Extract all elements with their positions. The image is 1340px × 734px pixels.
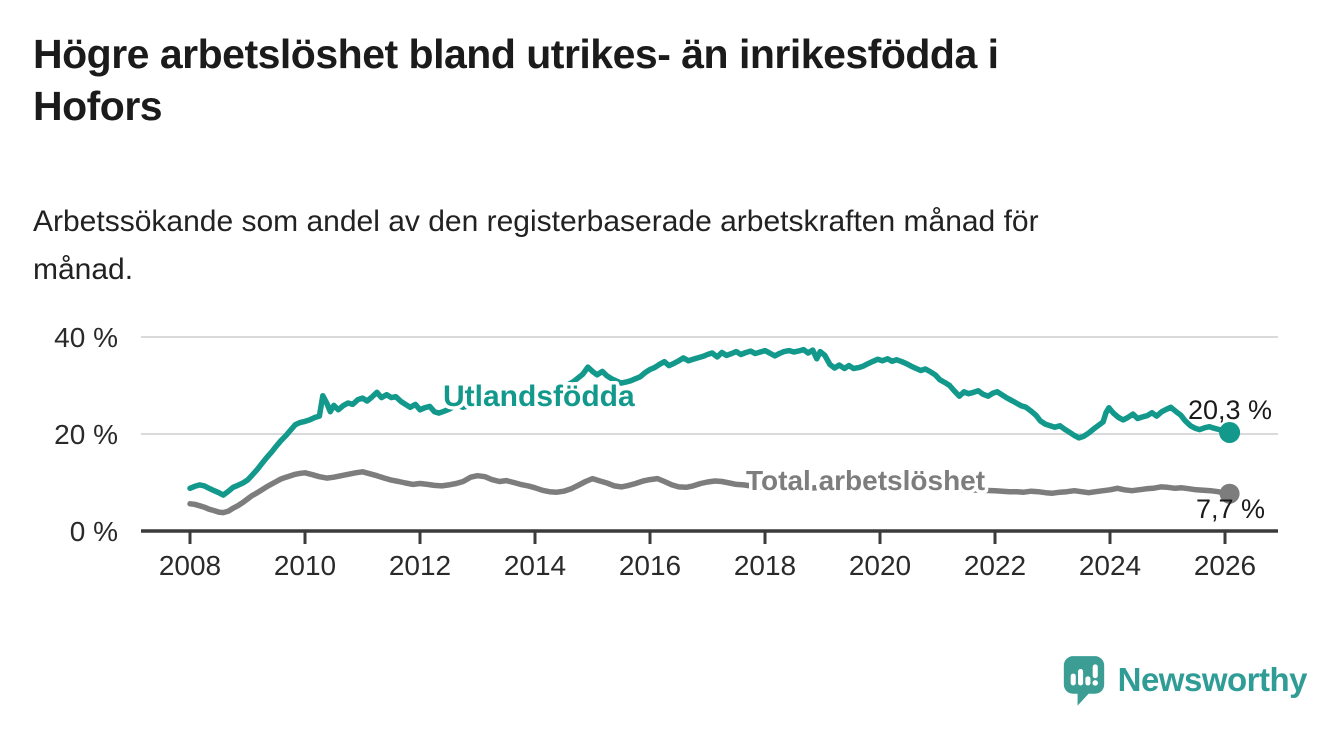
speech-bubble-shape [1063, 656, 1104, 706]
series-label-total: Total arbetslöshet [746, 465, 985, 496]
page-title: Högre arbetslöshet bland utrikes- än inr… [33, 28, 1293, 132]
newsworthy-logo: Newsworthy [1062, 652, 1308, 708]
end-dot [1219, 483, 1240, 504]
end-value-label: 7,7 % [1196, 494, 1265, 524]
y-axis-label: 0 % [70, 516, 118, 547]
bar-1 [1070, 673, 1076, 686]
chart-subtitle-line-1: Arbetssökande som andel av den registerb… [33, 205, 1039, 238]
series-line-total [187, 469, 1233, 516]
end-dot [1219, 422, 1241, 443]
chart-subtitle: Arbetssökande som andel av den registerb… [33, 198, 1293, 294]
y-axis-label: 20 % [54, 419, 118, 450]
x-axis-label: 2008 [159, 550, 221, 581]
x-axis-label: 2026 [1194, 550, 1256, 581]
series-label-utlandsfodda: Utlandsfödda [443, 380, 635, 413]
exclamation-bar [1092, 664, 1098, 679]
x-axis-label: 2024 [1079, 550, 1141, 581]
x-axis-label: 2018 [734, 550, 796, 581]
page-title-line-1: Högre arbetslöshet bland utrikes- än inr… [33, 31, 999, 77]
x-axis-label: 2022 [964, 550, 1026, 581]
exclamation-dot [1092, 680, 1098, 686]
bar-2 [1077, 669, 1083, 686]
chart-subtitle-line-2: månad. [33, 253, 134, 286]
series-line-utlandsfodda [187, 346, 1233, 498]
page-title-line-2: Hofors [33, 83, 163, 129]
x-axis-label: 2010 [274, 550, 336, 581]
x-axis-label: 2020 [849, 550, 911, 581]
x-axis-label: 2016 [619, 550, 681, 581]
end-value-label: 20,3 % [1188, 395, 1272, 425]
y-axis-label: 40 % [54, 322, 118, 353]
unemployment-line-chart: Utlandsfödda Total arbetslöshet 20,3 % 7,7 … [54, 322, 1278, 581]
newsworthy-logo-text: Newsworthy [1117, 661, 1308, 698]
bar-3 [1085, 676, 1091, 686]
newsworthy-logo-icon [1063, 656, 1104, 706]
x-axis-label: 2014 [504, 550, 566, 581]
x-axis-label: 2012 [389, 550, 451, 581]
